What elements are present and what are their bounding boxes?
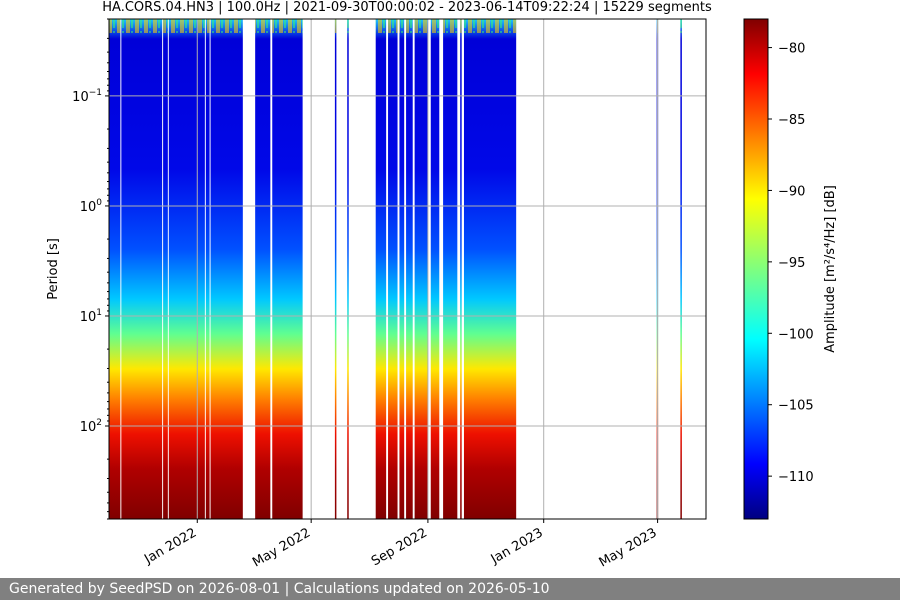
segment-highfreq [163,19,168,33]
segment-highfreq [334,19,337,33]
segment-highfreq [414,19,428,33]
segment-fill [463,19,517,519]
footer-text: Generated by SeedPSD on 2026-08-01 | Cal… [9,581,550,597]
segment-highfreq [347,19,349,33]
segment-highfreq [430,19,440,33]
segment-fill [680,19,682,519]
segment-fill [334,19,337,519]
colorbar-tick-label-1: −85 [778,113,805,128]
segment-highfreq [375,19,387,33]
segment-highfreq [406,19,413,33]
colorbar: −80 −85 −90 −95 −100 −105 −110 Amplitude [m²/s… [743,18,838,520]
colorbar-tick-label-0: −80 [778,42,805,57]
data-segment-17 [460,19,462,519]
x-tick-label-1: May 2022 [250,525,313,570]
colorbar-tick-label-2: −90 [778,184,805,199]
plot-area [108,18,707,520]
colorbar-label: Amplitude [m²/s⁴/Hz] [dB] [823,185,838,353]
x-axis: Jan 2022 May 2022 Sep 2022 Jan 2023 May 2023 [141,519,660,571]
segment-highfreq [272,19,303,33]
data-segment-8 [334,19,337,519]
data-segment-18 [463,19,517,519]
segment-highfreq [680,19,682,33]
x-tick-label-0: Jan 2022 [141,525,199,567]
data-segment-11 [388,19,398,519]
x-tick-label-3: Jan 2023 [488,525,546,567]
segment-fill [168,19,205,519]
data-segment-15 [430,19,440,519]
data-segment-4 [205,19,210,519]
data-segment-1 [121,19,163,519]
data-segment-3 [168,19,205,519]
segment-highfreq [255,19,271,33]
chart-title: HA.CORS.04.HN3 | 100.0Hz | 2021-09-30T00… [102,0,712,15]
segment-highfreq [463,19,517,33]
colorbar-gradient [743,18,769,520]
segment-fill [121,19,163,519]
data-segment-2 [163,19,168,519]
y-tick-label-1: 100 [80,198,103,215]
segment-fill [109,19,121,519]
segment-highfreq [399,19,405,33]
segment-fill [255,19,271,519]
colorbar-tick-label-3: −95 [778,256,805,271]
x-tick-label-2: Sep 2022 [369,525,430,569]
segment-highfreq [168,19,205,33]
segment-fill [414,19,428,519]
y-tick-label-2: 101 [80,308,102,325]
data-segment-16 [443,19,458,519]
segment-highfreq [443,19,458,33]
segment-fill [272,19,303,519]
gridlines [109,19,706,519]
segment-highfreq [210,19,243,33]
segment-fill [388,19,398,519]
data-segment-6 [255,19,271,519]
y-axis: 10−1 100 101 102 [72,18,109,520]
data-segment-13 [406,19,413,519]
data-segment-20 [680,19,682,519]
segment-fill [430,19,440,519]
footer-bar: Generated by SeedPSD on 2026-08-01 | Cal… [0,578,900,600]
data-segment-5 [210,19,243,519]
segment-highfreq [109,19,121,33]
segment-highfreq [121,19,163,33]
colorbar-tick-label-5: −105 [778,399,814,414]
data-segment-7 [272,19,303,519]
plot-frame [108,18,707,520]
colorbar-tick-label-6: −110 [778,470,814,485]
segment-fill [205,19,210,519]
segment-highfreq [388,19,398,33]
data-segments [109,19,682,519]
colorbar-tick-label-4: −100 [778,327,814,342]
segment-fill [210,19,243,519]
data-segment-0 [109,19,121,519]
data-segment-10 [375,19,387,519]
segment-fill [375,19,387,519]
segment-fill [406,19,413,519]
data-segment-14 [414,19,428,519]
x-tick-label-4: May 2023 [597,525,660,570]
segment-fill [163,19,168,519]
y-tick-label-0: 10−1 [72,88,102,105]
segment-highfreq [460,19,462,33]
segment-highfreq [205,19,210,33]
y-axis-label: Period [s] [46,238,61,300]
data-segment-9 [347,19,349,519]
segment-fill [399,19,405,519]
colorbar-ticks: −80 −85 −90 −95 −100 −105 −110 [768,42,814,485]
psd-spectrogram-chart: HA.CORS.04.HN3 | 100.0Hz | 2021-09-30T00… [46,0,838,571]
segment-fill [460,19,462,519]
data-segment-12 [399,19,405,519]
y-tick-label-3: 102 [80,418,102,435]
segment-fill [347,19,349,519]
segment-fill [443,19,458,519]
